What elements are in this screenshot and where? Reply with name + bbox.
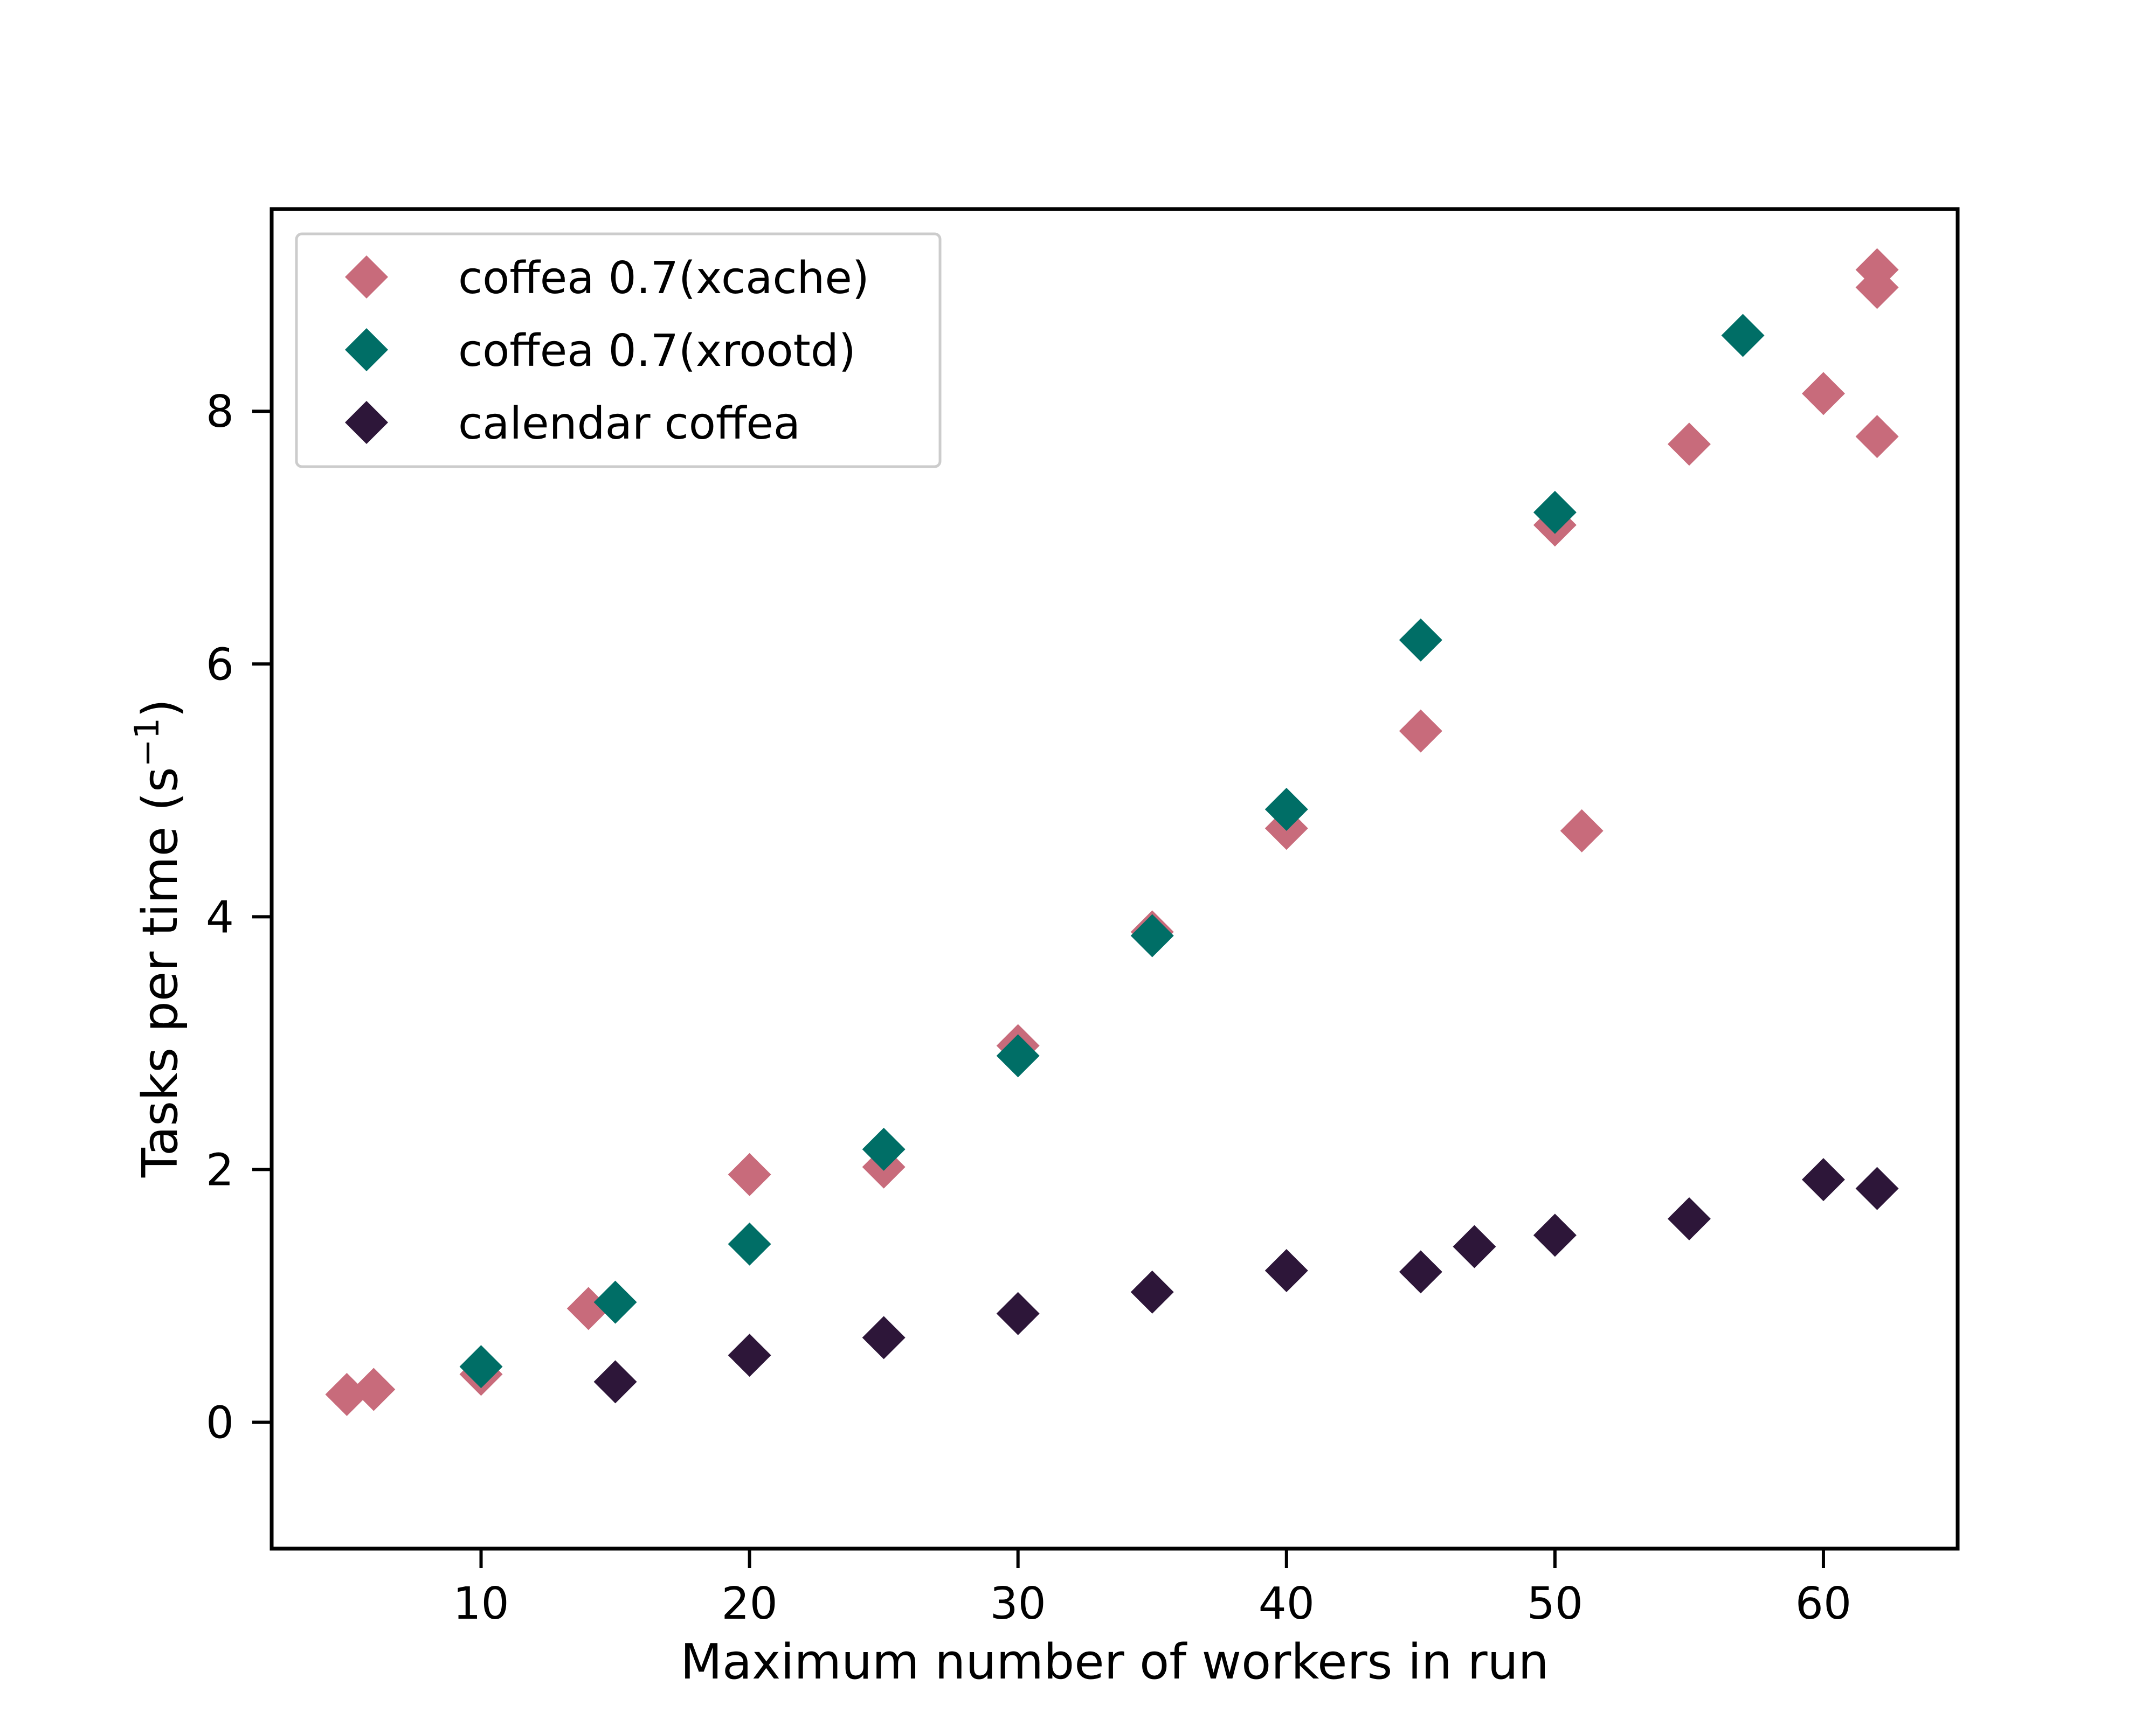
legend-label: coffea 0.7(xcache) (458, 253, 869, 304)
legend-marker (345, 255, 388, 299)
legend: coffea 0.7(xcache) coffea 0.7(xrootd) cale… (295, 232, 942, 468)
data-point (1721, 314, 1765, 357)
y-tick-label: 4 (206, 892, 234, 943)
x-tick-label: 10 (453, 1578, 509, 1629)
data-point (1560, 809, 1604, 852)
x-tick-label: 60 (1795, 1578, 1851, 1629)
data-point (862, 1127, 906, 1171)
legend-label: coffea 0.7(xrootd) (458, 325, 856, 377)
y-tick-label: 2 (206, 1145, 234, 1196)
data-point (1264, 788, 1308, 831)
x-axis-ticks: 10 20 30 40 50 60 (453, 1549, 1851, 1629)
x-tick-label: 20 (721, 1578, 777, 1629)
data-point (459, 1345, 503, 1389)
y-axis-label: Tasks per time (s−1) (127, 699, 189, 1178)
data-point (1667, 422, 1711, 466)
data-point (862, 1316, 906, 1360)
y-axis-label-main: Tasks per time (s (132, 767, 189, 1178)
series-2 (459, 314, 1765, 1389)
data-point (1130, 914, 1174, 958)
data-point (1130, 1270, 1174, 1314)
data-point (728, 1153, 771, 1196)
data-point (1453, 1225, 1496, 1268)
data-point (593, 1360, 637, 1404)
y-tick-label: 8 (206, 386, 234, 438)
plot-frame (270, 207, 1960, 1551)
data-point (325, 1372, 369, 1416)
legend-box (295, 232, 942, 468)
data-point (1801, 1158, 1845, 1202)
x-tick-label: 40 (1259, 1578, 1315, 1629)
data-point (1264, 1249, 1308, 1293)
legend-marker (345, 401, 388, 444)
y-tick-label: 0 (206, 1397, 234, 1448)
data-point (728, 1222, 771, 1266)
legend-label: calendar coffea (458, 398, 800, 449)
data-point (1533, 490, 1577, 534)
data-point (593, 1280, 637, 1324)
data-point (1399, 618, 1442, 662)
y-axis-label-suffix: ) (132, 699, 189, 718)
data-point (728, 1334, 771, 1377)
data-point (1855, 415, 1899, 459)
data-point (1855, 266, 1899, 309)
y-axis-ticks: 0 2 4 6 8 (206, 386, 272, 1448)
series-3 (593, 1158, 1899, 1404)
data-point (352, 1368, 396, 1411)
data-point (1667, 1197, 1711, 1240)
data-point (1855, 1167, 1899, 1210)
y-tick-label: 6 (206, 639, 234, 690)
data-point (996, 1034, 1040, 1078)
x-tick-label: 30 (990, 1578, 1046, 1629)
data-point (1399, 1250, 1442, 1294)
data-points (325, 248, 1899, 1416)
data-point (1533, 1213, 1577, 1257)
data-point (1801, 372, 1845, 415)
data-point (996, 1292, 1040, 1335)
legend-marker (345, 328, 388, 371)
x-tick-label: 50 (1527, 1578, 1583, 1629)
x-axis-label: Maximum number of workers in run (680, 1634, 1549, 1690)
data-point (1399, 709, 1442, 753)
y-axis-label-superscript: −1 (127, 718, 167, 767)
